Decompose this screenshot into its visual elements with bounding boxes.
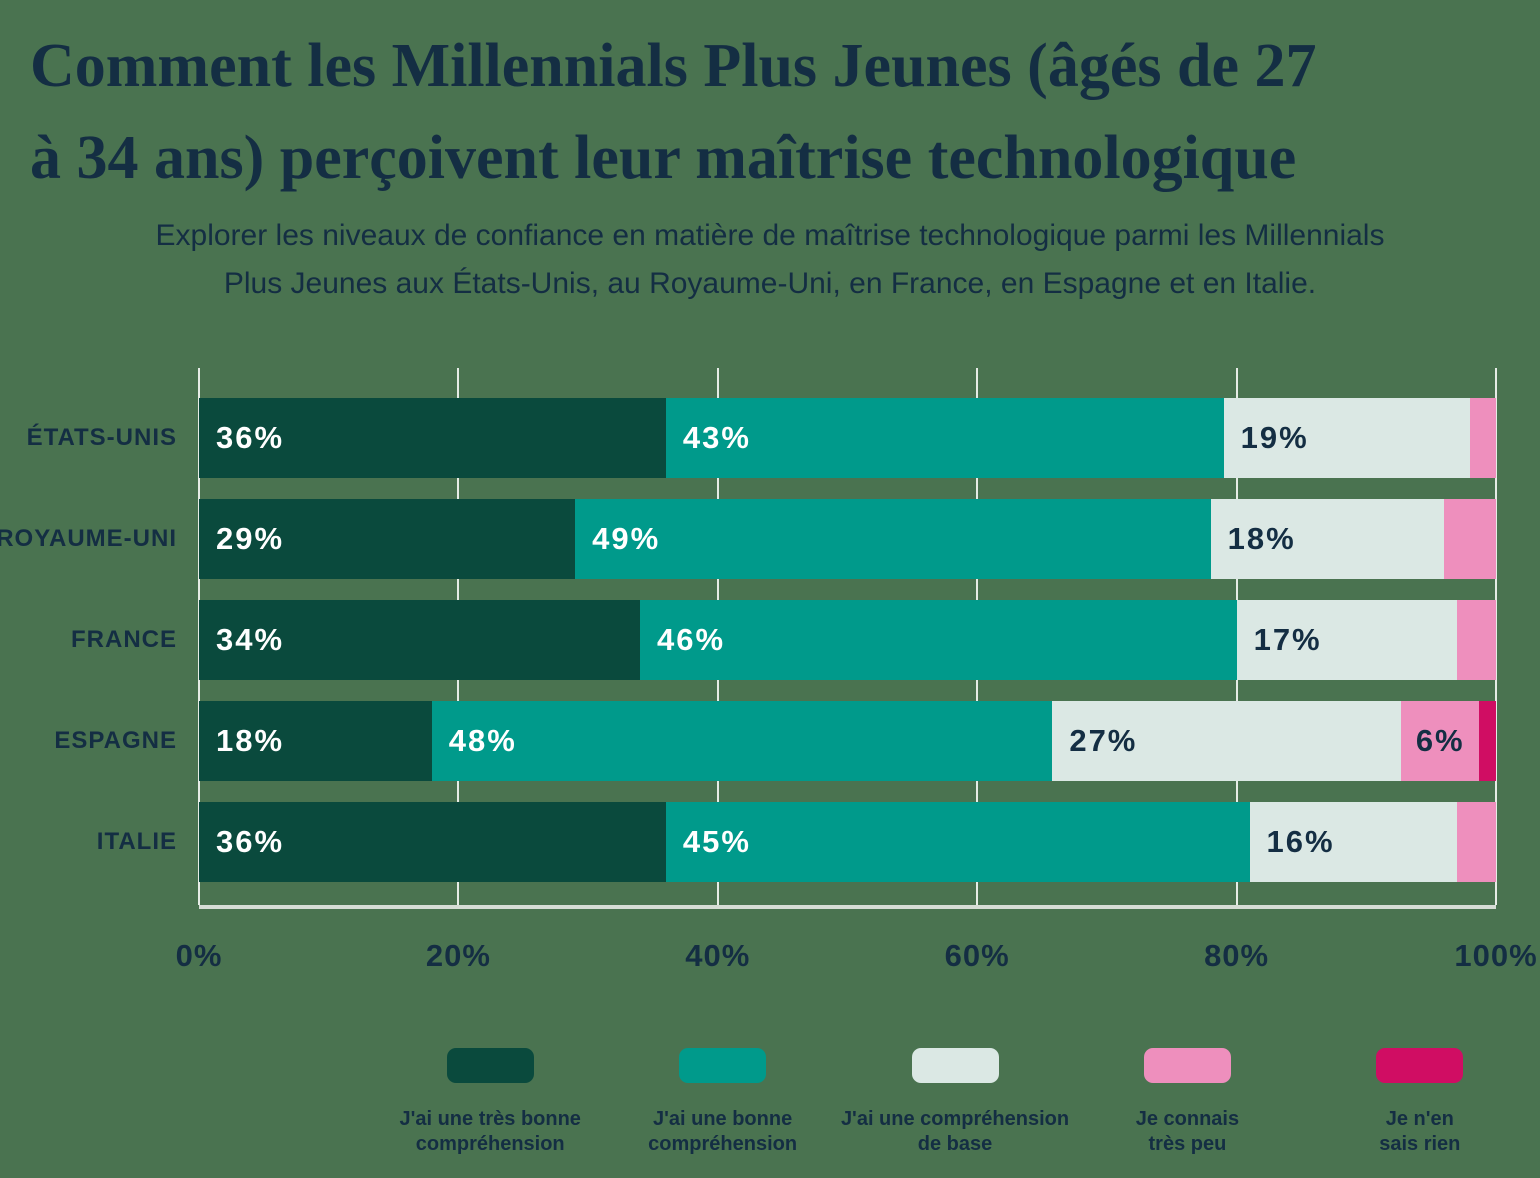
- chart-subtitle-line-1: Explorer les niveaux de confiance en mat…: [155, 219, 1385, 252]
- chart-subtitle: Explorer les niveaux de confiance en mat…: [0, 212, 1540, 308]
- bar-category-label: ÉTATS-UNIS: [26, 424, 177, 451]
- legend-swatch: [1143, 1048, 1231, 1083]
- legend-item: Je n'en sais rien: [1304, 1048, 1536, 1157]
- bar-row: ÉTATS-UNIS 36% 43% 19%: [27, 398, 1496, 478]
- bar-segment: 29%: [199, 499, 576, 579]
- x-axis-tick-label: 60%: [944, 938, 1010, 973]
- legend-swatch: [446, 1048, 534, 1083]
- bar-category-label: ITALIE: [96, 828, 177, 855]
- bar-value-label: 19%: [1240, 420, 1309, 455]
- legend-item: J'ai une bonne compréhension: [606, 1048, 838, 1157]
- bar-value-label: 34%: [216, 622, 285, 657]
- bar-category-label: FRANCE: [71, 626, 177, 653]
- chart-subtitle-line-2: Plus Jeunes aux États-Unis, au Royaume-U…: [223, 267, 1317, 300]
- bar-segment: 36%: [199, 802, 666, 882]
- legend-label: J'ai une compréhension de base: [840, 1108, 1070, 1155]
- x-axis-tick-label: 0%: [175, 938, 223, 973]
- legend-swatch: [1376, 1048, 1464, 1083]
- bar-segment: 34%: [199, 600, 640, 680]
- bar-segment: [1444, 499, 1496, 579]
- legend-label: J'ai une bonne compréhension: [648, 1108, 798, 1155]
- chart-title: Comment les Millennials Plus Jeunes (âgé…: [30, 20, 1520, 204]
- bar-value-label: 6%: [1415, 723, 1465, 758]
- bar-segment: 16%: [1249, 802, 1458, 882]
- bar-segment: [1457, 802, 1496, 882]
- bar-value-label: 45%: [682, 824, 751, 859]
- bar-value-label: 16%: [1266, 824, 1335, 859]
- legend-item: J'ai une compréhension de base: [839, 1048, 1071, 1157]
- bar-value-label: 48%: [448, 723, 517, 758]
- bar-value-label: 18%: [216, 723, 285, 758]
- bar-category-label: ROYAUME-UNI: [0, 525, 177, 552]
- legend-label: J'ai une très bonne compréhension: [399, 1108, 581, 1155]
- bar-segment: 36%: [199, 398, 666, 478]
- legend: J'ai une très bonne compréhension J'ai un…: [374, 1048, 1536, 1157]
- x-axis-tick-label: 100%: [1454, 938, 1538, 973]
- bar-segment: 48%: [431, 701, 1053, 781]
- bar-segment: [1479, 701, 1496, 781]
- bar-value-label: 18%: [1227, 521, 1296, 556]
- bar-category-label: ESPAGNE: [54, 727, 177, 754]
- bar-segment: 19%: [1223, 398, 1471, 478]
- bar-row: ESPAGNE 18% 48% 27% 6%: [54, 701, 1496, 781]
- bar-segment: [1470, 398, 1496, 478]
- bar-segment: 18%: [1210, 499, 1445, 579]
- x-axis-tick-label: 40%: [685, 938, 751, 973]
- bar-value-label: 36%: [216, 824, 285, 859]
- legend-swatch: [911, 1048, 999, 1083]
- bar-row: FRANCE 34% 46% 17%: [71, 600, 1496, 680]
- bar-value-label: 27%: [1069, 723, 1138, 758]
- legend-label: Je connais très peu: [1135, 1108, 1240, 1155]
- chart-title-line-2: à 34 ans) perçoivent leur maîtrise techn…: [30, 124, 1297, 192]
- bar-segment: 18%: [199, 701, 432, 781]
- bar-segment: 6%: [1401, 701, 1479, 781]
- legend-item: Je connais très peu: [1071, 1048, 1303, 1157]
- legend-label: Je n'en sais rien: [1379, 1108, 1461, 1155]
- chart-title-line-1: Comment les Millennials Plus Jeunes (âgé…: [30, 32, 1317, 100]
- stacked-bar-chart: ÉTATS-UNIS 36% 43% 19% ROYAUME-UNI 29% 49% 18% F…: [0, 368, 1540, 988]
- bar-segment: [1457, 600, 1496, 680]
- bar-segment: 17%: [1236, 600, 1458, 680]
- bar-value-label: 29%: [216, 521, 285, 556]
- bar-segment: 45%: [665, 802, 1250, 882]
- bar-segment: 46%: [639, 600, 1237, 680]
- x-axis-tick-label: 80%: [1204, 938, 1270, 973]
- bar-segment: 27%: [1052, 701, 1402, 781]
- gridline: [1495, 368, 1497, 905]
- bar-value-label: 17%: [1253, 622, 1322, 657]
- bar-value-label: 46%: [656, 622, 726, 657]
- bar-row: ITALIE 36% 45% 16%: [97, 802, 1496, 882]
- bar-value-label: 36%: [216, 420, 285, 455]
- bar-row: ROYAUME-UNI 29% 49% 18%: [0, 499, 1496, 579]
- legend-item: J'ai une très bonne compréhension: [374, 1048, 606, 1157]
- bar-segment: 43%: [665, 398, 1224, 478]
- bar-value-label: 43%: [682, 420, 751, 455]
- bar-segment: 49%: [575, 499, 1211, 579]
- plot-area: ÉTATS-UNIS 36% 43% 19% ROYAUME-UNI 29% 49% 18% F…: [0, 368, 1497, 909]
- bar-value-label: 49%: [592, 521, 661, 556]
- x-axis-tick-label: 20%: [425, 938, 491, 973]
- legend-swatch: [679, 1048, 767, 1083]
